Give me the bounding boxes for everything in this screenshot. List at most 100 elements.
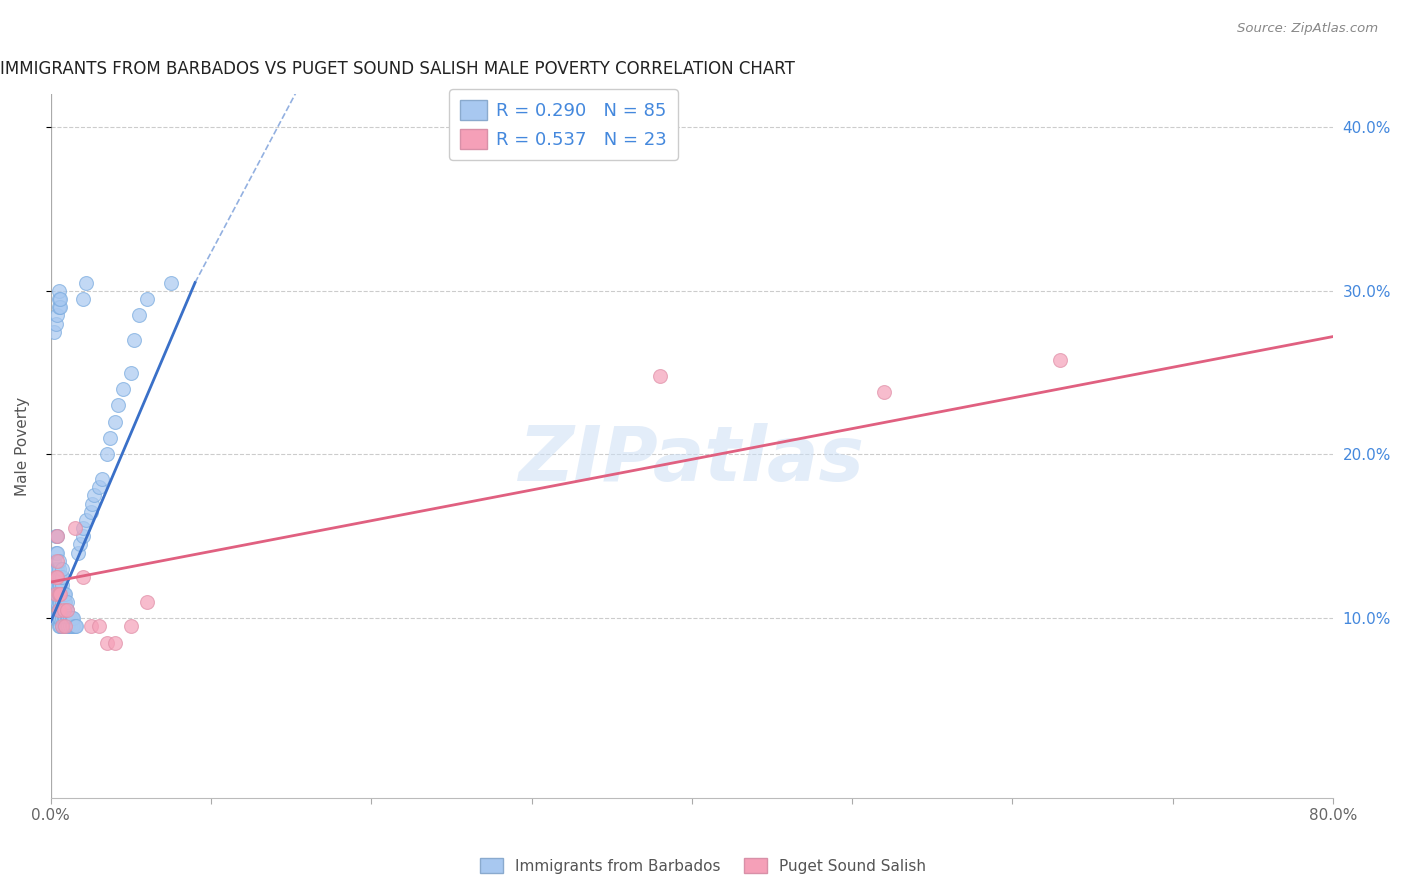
Point	[53, 586, 76, 600]
Point	[59, 619, 82, 633]
Point	[96, 447, 118, 461]
Point	[75, 276, 97, 290]
Point	[51, 611, 73, 625]
Point	[87, 480, 110, 494]
Point	[1049, 352, 1071, 367]
Point	[82, 496, 104, 510]
Point	[49, 570, 72, 584]
Point	[48, 586, 70, 600]
Point	[56, 603, 79, 617]
Point	[52, 586, 75, 600]
Point	[51, 570, 73, 584]
Point	[48, 603, 70, 617]
Point	[48, 619, 70, 633]
Point	[46, 578, 69, 592]
Point	[52, 595, 75, 609]
Point	[51, 619, 73, 633]
Point	[53, 619, 76, 633]
Point	[49, 578, 72, 592]
Point	[104, 635, 127, 649]
Point	[51, 578, 73, 592]
Point	[60, 619, 83, 633]
Point	[49, 292, 72, 306]
Point	[80, 619, 103, 633]
Point	[45, 546, 67, 560]
Point	[98, 431, 121, 445]
Point	[160, 276, 183, 290]
Point	[46, 529, 69, 543]
Point	[42, 595, 65, 609]
Point	[67, 546, 90, 560]
Point	[72, 529, 94, 543]
Point	[65, 619, 87, 633]
Point	[46, 309, 69, 323]
Point	[48, 611, 70, 625]
Point	[72, 292, 94, 306]
Text: ZIPatlas: ZIPatlas	[519, 424, 865, 498]
Legend: Immigrants from Barbados, Puget Sound Salish: Immigrants from Barbados, Puget Sound Sa…	[474, 852, 932, 880]
Point	[83, 488, 105, 502]
Point	[46, 595, 69, 609]
Point	[46, 554, 69, 568]
Point	[62, 619, 84, 633]
Point	[96, 635, 118, 649]
Point	[120, 366, 142, 380]
Point	[136, 595, 159, 609]
Point	[49, 619, 72, 633]
Point	[120, 619, 142, 633]
Point	[91, 472, 114, 486]
Text: Source: ZipAtlas.com: Source: ZipAtlas.com	[1237, 22, 1378, 36]
Point	[45, 570, 67, 584]
Point	[122, 333, 145, 347]
Point	[45, 317, 67, 331]
Point	[72, 570, 94, 584]
Point	[51, 562, 73, 576]
Point	[53, 603, 76, 617]
Point	[49, 611, 72, 625]
Point	[107, 398, 129, 412]
Point	[45, 586, 67, 600]
Point	[52, 619, 75, 633]
Point	[42, 578, 65, 592]
Point	[49, 595, 72, 609]
Point	[873, 385, 896, 400]
Point	[58, 619, 80, 633]
Point	[56, 603, 79, 617]
Point	[51, 619, 73, 633]
Point	[111, 382, 134, 396]
Point	[104, 415, 127, 429]
Point	[48, 554, 70, 568]
Point	[49, 603, 72, 617]
Point	[45, 562, 67, 576]
Point	[48, 292, 70, 306]
Point	[53, 619, 76, 633]
Point	[46, 611, 69, 625]
Point	[48, 586, 70, 600]
Point	[52, 603, 75, 617]
Point	[69, 537, 91, 551]
Point	[42, 325, 65, 339]
Point	[48, 595, 70, 609]
Point	[128, 309, 150, 323]
Point	[49, 586, 72, 600]
Text: IMMIGRANTS FROM BARBADOS VS PUGET SOUND SALISH MALE POVERTY CORRELATION CHART: IMMIGRANTS FROM BARBADOS VS PUGET SOUND …	[0, 60, 794, 78]
Point	[56, 619, 79, 633]
Point	[80, 505, 103, 519]
Point	[63, 619, 86, 633]
Point	[51, 603, 73, 617]
Point	[45, 611, 67, 625]
Point	[48, 284, 70, 298]
Point	[75, 513, 97, 527]
Point	[60, 611, 83, 625]
Point	[49, 586, 72, 600]
Point	[56, 595, 79, 609]
Point	[45, 578, 67, 592]
Point	[42, 554, 65, 568]
Point	[48, 562, 70, 576]
Point	[72, 521, 94, 535]
Point	[51, 586, 73, 600]
Point	[58, 611, 80, 625]
Point	[59, 611, 82, 625]
Point	[62, 611, 84, 625]
Point	[48, 570, 70, 584]
